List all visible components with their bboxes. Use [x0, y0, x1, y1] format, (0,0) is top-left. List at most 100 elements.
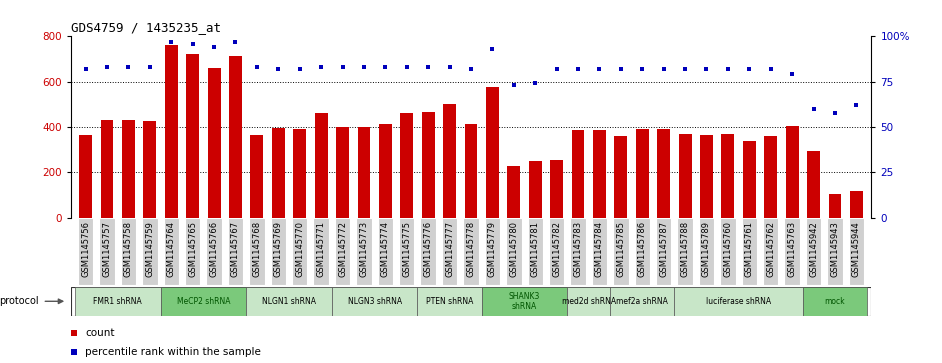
Bar [443, 105, 456, 218]
Bar [658, 129, 670, 218]
Text: GSM1145777: GSM1145777 [445, 221, 454, 277]
FancyBboxPatch shape [78, 218, 93, 285]
FancyBboxPatch shape [485, 218, 500, 285]
FancyBboxPatch shape [592, 218, 608, 285]
Text: GSM1145944: GSM1145944 [852, 221, 861, 277]
Text: GSM1145780: GSM1145780 [510, 221, 518, 277]
Bar [187, 54, 199, 218]
Text: NLGN3 shRNA: NLGN3 shRNA [348, 297, 401, 306]
Text: GSM1145767: GSM1145767 [231, 221, 240, 277]
FancyBboxPatch shape [785, 218, 800, 285]
FancyBboxPatch shape [827, 218, 843, 285]
FancyBboxPatch shape [741, 218, 757, 285]
Bar [850, 191, 863, 218]
Text: GSM1145772: GSM1145772 [338, 221, 347, 277]
Text: GSM1145778: GSM1145778 [466, 221, 476, 277]
Text: med2d shRNA: med2d shRNA [561, 297, 616, 306]
FancyBboxPatch shape [142, 218, 157, 285]
FancyBboxPatch shape [763, 218, 778, 285]
FancyBboxPatch shape [674, 287, 803, 316]
Bar [122, 120, 135, 218]
FancyBboxPatch shape [160, 287, 246, 316]
Bar [486, 87, 499, 218]
FancyBboxPatch shape [314, 218, 329, 285]
Bar [593, 130, 606, 218]
Bar [251, 135, 264, 218]
FancyBboxPatch shape [528, 218, 543, 285]
Bar [422, 112, 434, 218]
Text: GSM1145783: GSM1145783 [574, 221, 582, 277]
Bar [315, 113, 328, 218]
FancyBboxPatch shape [481, 287, 567, 316]
FancyBboxPatch shape [332, 287, 417, 316]
FancyBboxPatch shape [399, 218, 414, 285]
FancyBboxPatch shape [356, 218, 372, 285]
Bar [207, 68, 220, 218]
Bar [722, 134, 735, 218]
Text: GSM1145776: GSM1145776 [424, 221, 432, 277]
FancyBboxPatch shape [206, 218, 221, 285]
Bar [79, 135, 92, 218]
Text: NLGN1 shRNA: NLGN1 shRNA [262, 297, 316, 306]
Text: MeCP2 shRNA: MeCP2 shRNA [177, 297, 230, 306]
Text: GSM1145769: GSM1145769 [274, 221, 283, 277]
Text: GSM1145782: GSM1145782 [552, 221, 561, 277]
FancyBboxPatch shape [228, 218, 243, 285]
Text: GSM1145771: GSM1145771 [317, 221, 326, 277]
Text: GSM1145762: GSM1145762 [766, 221, 775, 277]
Text: GSM1145759: GSM1145759 [145, 221, 154, 277]
FancyBboxPatch shape [613, 218, 628, 285]
Text: percentile rank within the sample: percentile rank within the sample [86, 347, 261, 357]
Text: mock: mock [824, 297, 845, 306]
Text: luciferase shRNA: luciferase shRNA [706, 297, 771, 306]
Text: GSM1145784: GSM1145784 [595, 221, 604, 277]
FancyBboxPatch shape [721, 218, 736, 285]
Text: GSM1145758: GSM1145758 [124, 221, 133, 277]
Text: protocol: protocol [0, 296, 39, 306]
FancyBboxPatch shape [805, 218, 821, 285]
Text: GSM1145779: GSM1145779 [488, 221, 497, 277]
FancyBboxPatch shape [417, 287, 481, 316]
FancyBboxPatch shape [185, 218, 201, 285]
Text: GSM1145763: GSM1145763 [788, 221, 797, 277]
Bar [678, 134, 691, 218]
Text: GSM1145768: GSM1145768 [252, 221, 262, 277]
Bar [400, 113, 414, 218]
Bar [528, 161, 542, 218]
Text: GSM1145788: GSM1145788 [680, 221, 690, 277]
Text: GSM1145774: GSM1145774 [381, 221, 390, 277]
Text: GSM1145775: GSM1145775 [402, 221, 412, 277]
Text: GSM1145760: GSM1145760 [723, 221, 733, 277]
Bar [293, 129, 306, 218]
Text: GSM1145770: GSM1145770 [295, 221, 304, 277]
Bar [464, 124, 478, 218]
FancyBboxPatch shape [75, 287, 160, 316]
FancyBboxPatch shape [270, 218, 286, 285]
FancyBboxPatch shape [610, 287, 674, 316]
FancyBboxPatch shape [121, 218, 137, 285]
Text: GSM1145765: GSM1145765 [188, 221, 197, 277]
FancyBboxPatch shape [849, 218, 864, 285]
FancyBboxPatch shape [378, 218, 393, 285]
Text: GSM1145785: GSM1145785 [616, 221, 625, 277]
FancyBboxPatch shape [292, 218, 307, 285]
Text: GSM1145766: GSM1145766 [209, 221, 219, 277]
FancyBboxPatch shape [420, 218, 436, 285]
Bar [550, 160, 563, 218]
Bar [101, 120, 113, 218]
Text: GSM1145781: GSM1145781 [530, 221, 540, 277]
Bar [379, 124, 392, 218]
FancyBboxPatch shape [463, 218, 479, 285]
FancyBboxPatch shape [803, 287, 867, 316]
Bar [807, 151, 820, 218]
Bar [572, 130, 584, 218]
FancyBboxPatch shape [549, 218, 564, 285]
FancyBboxPatch shape [246, 287, 332, 316]
Bar [358, 127, 370, 218]
FancyBboxPatch shape [506, 218, 522, 285]
Text: GSM1145787: GSM1145787 [659, 221, 668, 277]
Text: GSM1145756: GSM1145756 [81, 221, 90, 277]
Bar [336, 127, 349, 218]
Text: PTEN shRNA: PTEN shRNA [426, 297, 473, 306]
FancyBboxPatch shape [442, 218, 457, 285]
